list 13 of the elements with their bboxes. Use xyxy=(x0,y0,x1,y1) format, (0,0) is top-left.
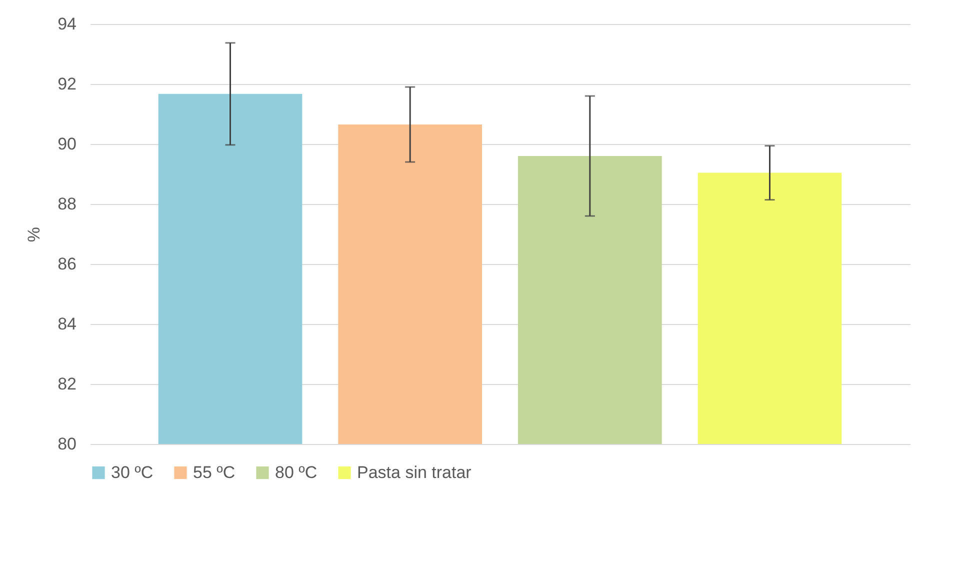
y-tick-label: 88 xyxy=(58,194,76,214)
legend-label: 55 ºC xyxy=(193,462,236,482)
y-tick-label: 92 xyxy=(58,74,76,94)
legend-label: 30 ºC xyxy=(111,462,154,482)
y-tick-label: 86 xyxy=(58,254,76,274)
y-tick-label: 82 xyxy=(58,374,76,394)
y-axis-title: % xyxy=(24,226,44,242)
y-tick-label: 84 xyxy=(58,314,76,334)
y-tick-label: 94 xyxy=(58,14,76,34)
legend-label: 80 ºC xyxy=(275,462,318,482)
y-tick-label: 80 xyxy=(58,434,76,454)
legend-label: Pasta sin tratar xyxy=(357,462,472,482)
y-tick-label: 90 xyxy=(58,134,76,154)
